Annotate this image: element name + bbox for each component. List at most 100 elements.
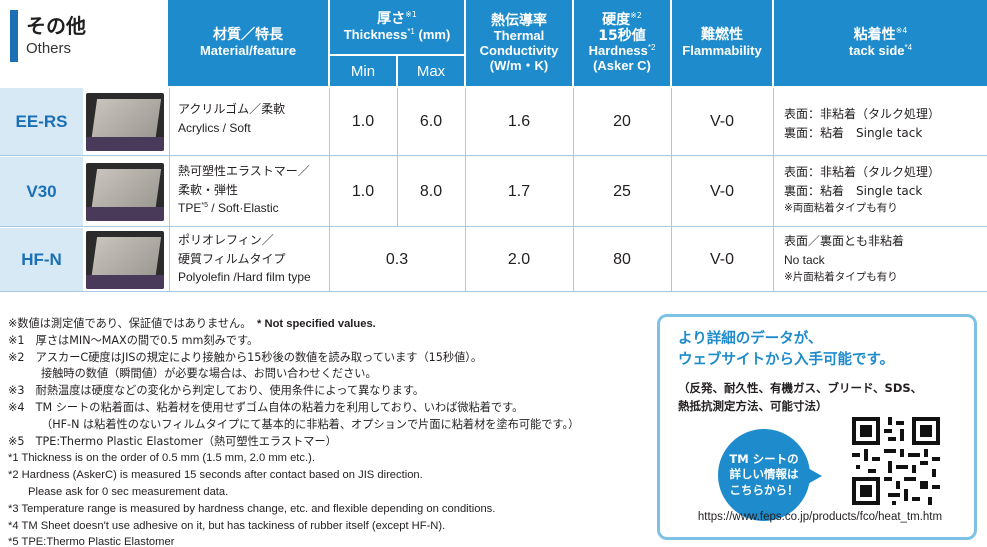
material-text: アクリルゴム／柔軟 Acrylics / Soft [178, 100, 285, 137]
info-subtitle: （反発、耐久性、有機ガス、ブリード、SDS、 熱抵抗測定方法、可能寸法） [678, 379, 922, 416]
header-conductivity-en2: Conductivity [479, 42, 559, 58]
tack-line-2: 裏面：粘着 Single tack [784, 125, 923, 140]
note-e2: *2 Hardness (AskerC) is measured 15 seco… [8, 469, 423, 482]
section-title-en: Others [26, 40, 72, 57]
header-conductivity-en1: Thermal [493, 27, 545, 43]
website-info-box: より詳細のデータが、 ウェブサイトから入手可能です。 （反発、耐久性、有機ガス、… [657, 314, 977, 540]
row-label: HF-N [0, 228, 83, 291]
cell-conductivity: 1.6 [507, 112, 531, 130]
product-image [86, 93, 164, 151]
header-hardness-jp2: 15秒値 [598, 28, 646, 45]
cell-thickness: 0.3 [385, 250, 409, 268]
divider [465, 88, 466, 292]
header-conductivity-jp: 熱伝導率 [491, 12, 547, 29]
tack-text: 表面／裏面とも非粘着 No tack ※片面粘着タイプも有り [784, 232, 904, 285]
material-en: Acrylics / Soft [178, 120, 251, 135]
header-material-en: Material/feature [199, 42, 297, 58]
bubble-tail [806, 467, 822, 485]
header-hardness-jp: 硬度 [602, 11, 631, 28]
cell-flammability: V-0 [709, 112, 734, 130]
table-row: V30 熱可塑性エラストマー／ 柔軟・弾性 TPE*5 / Soft·Elast… [0, 157, 987, 227]
section-header: その他 Others [0, 0, 168, 86]
header-flammability-en: Flammability [682, 42, 762, 58]
table-row: EE-RS アクリルゴム／柔軟 Acrylics / Soft 1.0 6.0 … [0, 88, 987, 156]
header-tack-en-sup: *4 [904, 42, 913, 52]
header-tack-en: tack side [848, 42, 905, 58]
note-2: ※2 アスカーC硬度はJISの規定により接触から15秒後の数値を読み取っています… [8, 350, 483, 364]
divider [773, 88, 774, 292]
material-en: TPE [178, 201, 202, 216]
note-3: ※3 耐熱温度は硬度などの変化から判定しており、使用条件によって異なります。 [8, 384, 425, 398]
header-hardness-unit: (Asker C) [593, 58, 651, 74]
bubble-line-2: 詳しい情報は [729, 467, 799, 482]
header-hardness: 硬度※2 15秒値 Hardness*2 (Asker C) [574, 0, 670, 86]
divider [671, 88, 672, 292]
header-thickness-jp-sup: ※1 [405, 10, 417, 20]
header-tack-jp: 粘着性 [853, 27, 896, 44]
website-url-link[interactable]: https://www.feps.co.jp/products/fco/heat… [697, 511, 943, 523]
note-1: ※1 厚さはMIN～MAXの間で0.5 mm刻みです。 [8, 333, 259, 347]
divider [397, 88, 398, 227]
header-material: 材質／特長 Material/feature [168, 0, 328, 86]
tack-line-1: 表面／裏面とも非粘着 [784, 234, 905, 248]
footnotes: ※数値は測定値であり、保証値ではありません。 * Not specified v… [8, 316, 648, 547]
header-flammability-jp: 難燃性 [701, 27, 743, 44]
note-e1: *1 Thickness is on the order of 0.5 mm (… [8, 452, 315, 465]
material-jp: ポリオレフィン／ [178, 233, 274, 247]
qr-code-icon[interactable] [848, 413, 944, 509]
info-sub-1: （反発、耐久性、有機ガス、ブリード、SDS、 [678, 381, 923, 395]
material-jp: アクリルゴム／柔軟 [178, 102, 286, 116]
tack-line-3: ※片面粘着タイプも有り [784, 271, 898, 284]
info-title-2: ウェブサイトから入手可能です。 [678, 352, 895, 369]
note-0-en: * Not specified values. [257, 318, 376, 330]
divider [329, 88, 330, 292]
info-title-1: より詳細のデータが、 [678, 331, 823, 347]
tack-line-3: ※両面粘着タイプも有り [784, 202, 898, 215]
note-0-jp: ※数値は測定値であり、保証値ではありません。 [8, 317, 246, 330]
cell-min: 1.0 [351, 182, 375, 200]
tack-line-2: No tack [784, 252, 825, 267]
note-e2b: Please ask for 0 sec measurement data. [28, 485, 229, 498]
info-sub-2: 熱抵抗測定方法、可能寸法） [678, 399, 828, 414]
note-5: ※5 TPE:Thermo Plastic Elastomer（熱可塑性エラスト… [8, 434, 337, 448]
header-min: Min [330, 56, 396, 86]
cell-hardness: 20 [613, 112, 631, 130]
header-flammability: 難燃性 Flammability [672, 0, 772, 86]
cell-conductivity: 1.7 [507, 182, 531, 200]
material-text: ポリオレフィン／ 硬質フィルムタイプ Polyolefin /Hard film… [178, 231, 311, 287]
table-row: HF-N ポリオレフィン／ 硬質フィルムタイプ Polyolefin /Hard… [0, 228, 987, 292]
note-e4: *4 TM Sheet doesn't use adhesive on it, … [8, 519, 446, 532]
accent-bar [10, 10, 18, 62]
material-sup: *5 [201, 202, 208, 210]
note-4: ※4 TM シートの粘着面は、粘着材を使用せずゴム自体の粘着力を利用しており、い… [8, 400, 524, 414]
tack-text: 表面：非粘着（タルク処理） 裏面：粘着 Single tack [784, 105, 940, 142]
header-tack: 粘着性※4 tack side*4 [774, 0, 987, 86]
info-bubble: TM シートの 詳しい情報は こちらから！ [718, 429, 810, 521]
note-4b: （HF-N は粘着性のないフィルムタイプにて基本的に非粘着、オプションで片面に粘… [41, 417, 580, 431]
cell-max: 6.0 [419, 112, 443, 130]
tack-line-2: 裏面：粘着 Single tack [784, 183, 923, 198]
note-e5: *5 TPE:Thermo Plastic Elastomer [8, 536, 175, 547]
header-hardness-en: Hardness [588, 43, 648, 59]
material-jp: 熱可塑性エラストマー／ [178, 164, 310, 178]
section-title-jp: その他 [26, 14, 86, 38]
product-image [86, 231, 164, 289]
product-image [86, 163, 164, 221]
divider [169, 88, 170, 292]
cell-flammability: V-0 [709, 182, 734, 200]
header-material-jp: 材質／特長 [213, 27, 283, 44]
header-hardness-jp-sup: ※2 [630, 10, 642, 20]
bubble-line-1: TM シートの [729, 451, 799, 466]
header-hardness-en-sup: *2 [647, 43, 656, 53]
divider [573, 88, 574, 292]
info-title: より詳細のデータが、 ウェブサイトから入手可能です。 [678, 329, 894, 371]
cell-conductivity: 2.0 [507, 250, 531, 268]
tack-text: 表面：非粘着（タルク処理） 裏面：粘着 Single tack ※両面粘着タイプ… [784, 163, 940, 216]
header-conductivity-unit: (W/m・K) [489, 57, 549, 73]
cell-max: 8.0 [419, 182, 443, 200]
bubble-line-3: こちらから！ [729, 482, 799, 497]
header-max: Max [398, 56, 464, 86]
header-thickness-en-sup: *1 [407, 26, 415, 36]
header-tack-jp-sup: ※4 [895, 26, 908, 36]
material-text: 熱可塑性エラストマー／ 柔軟・弾性 TPE*5 / Soft·Elastic [178, 162, 310, 218]
